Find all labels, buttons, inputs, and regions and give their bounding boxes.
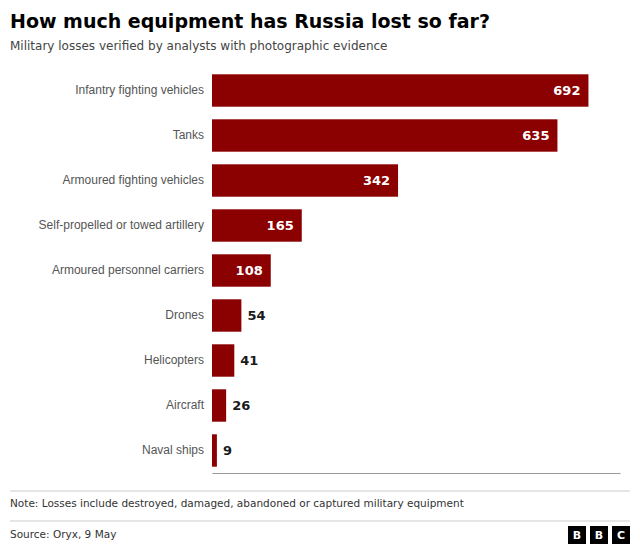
bar xyxy=(212,389,226,421)
data-labels: 692 635 342 165 108 54 41 26 9 xyxy=(223,83,581,458)
data-label: 165 xyxy=(267,218,294,233)
bar xyxy=(212,434,217,466)
y-tick: Self-propelled or towed artillery xyxy=(39,218,204,232)
bars xyxy=(212,74,588,466)
category-label: Naval ships xyxy=(142,443,204,457)
category-label: Armoured personnel carriers xyxy=(52,263,204,277)
data-label: 108 xyxy=(236,263,263,278)
subtitle: Military losses verified by analysts wit… xyxy=(10,39,387,53)
note: Note: Losses include destroyed, damaged,… xyxy=(10,497,464,509)
y-axis: Infantry fighting vehicles Tanks Armoured … xyxy=(39,83,205,457)
category-label: Tanks xyxy=(173,128,204,142)
logo-box xyxy=(612,526,630,544)
y-tick: Infantry fighting vehicles xyxy=(75,83,204,97)
y-tick: Armoured fighting vehicles xyxy=(63,173,204,187)
y-tick: Drones xyxy=(165,308,204,322)
y-tick: Tanks xyxy=(173,128,204,142)
data-label: 342 xyxy=(363,173,390,188)
plot: Infantry fighting vehicles Tanks Armoured … xyxy=(39,74,621,473)
x-axis xyxy=(213,473,621,474)
logo-box xyxy=(568,526,586,544)
category-label: Armoured fighting vehicles xyxy=(63,173,204,187)
data-label: 54 xyxy=(247,308,265,323)
bar xyxy=(212,119,557,151)
separator xyxy=(10,521,630,522)
bar xyxy=(212,344,234,376)
category-label: Aircraft xyxy=(166,398,205,412)
y-tick: Helicopters xyxy=(144,353,204,367)
y-tick: Naval ships xyxy=(142,443,204,457)
data-label: 635 xyxy=(522,128,549,143)
category-label: Infantry fighting vehicles xyxy=(75,83,204,97)
category-label: Drones xyxy=(165,308,204,322)
bar xyxy=(212,254,271,286)
y-tick: Armoured personnel carriers xyxy=(52,263,204,277)
bar xyxy=(212,209,302,241)
logo-letter: B xyxy=(573,529,581,542)
x-axis-line xyxy=(213,473,621,474)
logo-letter: B xyxy=(595,529,603,542)
bar xyxy=(212,164,398,196)
data-label: 26 xyxy=(232,398,250,413)
bar xyxy=(212,74,588,106)
separator xyxy=(10,491,630,492)
y-tick: Aircraft xyxy=(166,398,205,412)
data-label: 9 xyxy=(223,443,232,458)
data-label: 41 xyxy=(240,353,258,368)
logo-letter: C xyxy=(617,529,625,542)
bar xyxy=(212,299,241,331)
data-label: 692 xyxy=(553,83,580,98)
source: Source: Oryx, 9 May xyxy=(10,528,116,540)
title: How much equipment has Russia lost so fa… xyxy=(10,10,490,32)
category-label: Self-propelled or towed artillery xyxy=(39,218,204,232)
logo-box xyxy=(590,526,608,544)
chart: How much equipment has Russia lost so fa… xyxy=(0,0,640,549)
category-label: Helicopters xyxy=(144,353,204,367)
